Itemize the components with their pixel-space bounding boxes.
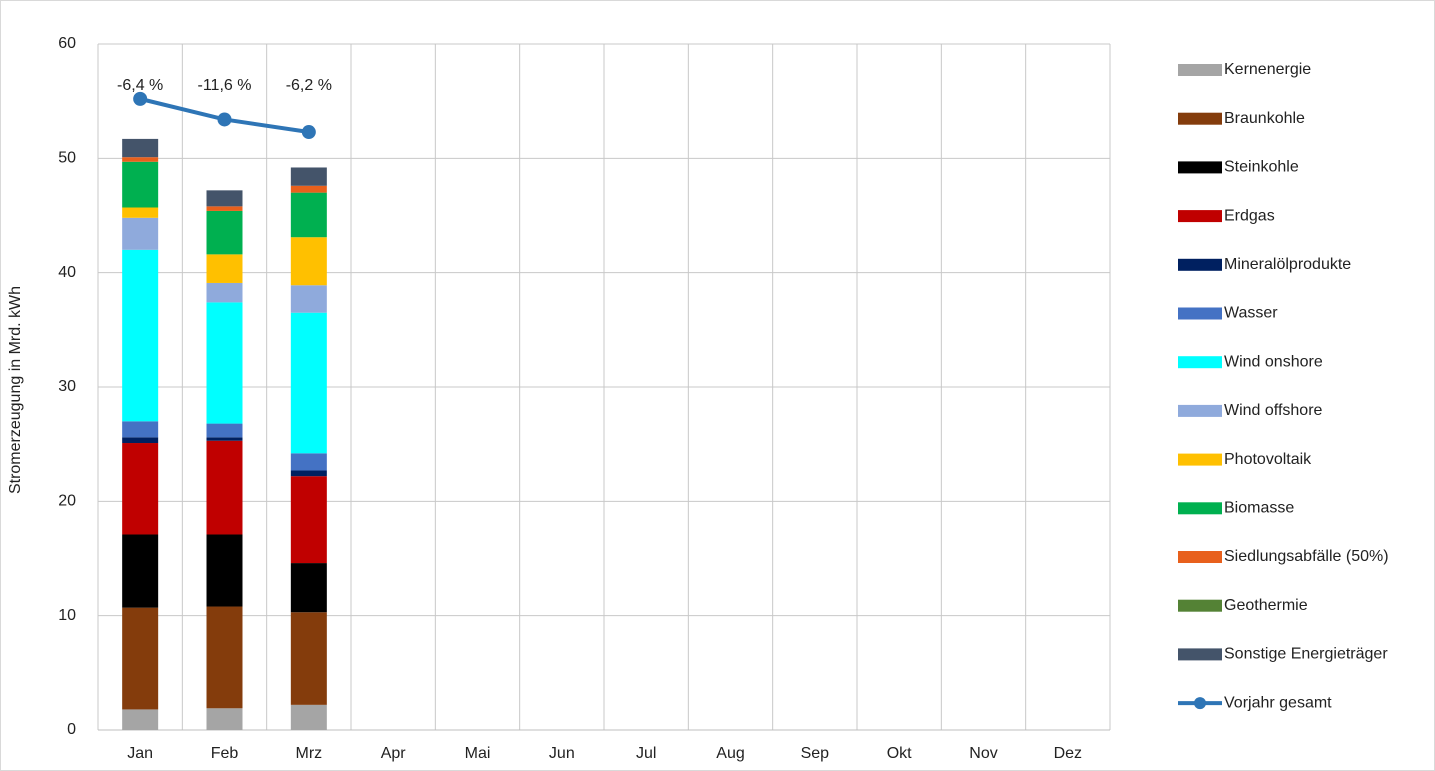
x-tick-label: Mrz — [296, 745, 323, 762]
line-point — [133, 91, 148, 106]
bar-segment — [206, 206, 243, 211]
y-tick-label: 60 — [58, 35, 76, 52]
bar-segment — [206, 282, 243, 303]
legend-label: Braunkohle — [1224, 110, 1305, 127]
bar-segment — [290, 192, 327, 238]
legend-label: Geothermie — [1224, 597, 1308, 614]
legend-label: Wasser — [1224, 305, 1278, 322]
x-tick-label: Aug — [716, 745, 744, 762]
bar-segment — [206, 437, 243, 441]
bar-segment — [290, 704, 327, 730]
bar-segment — [206, 302, 243, 424]
legend-swatch — [1178, 307, 1222, 320]
bar-segment — [290, 237, 327, 286]
change-label: -6,4 % — [117, 77, 163, 94]
legend-label: Photovoltaik — [1224, 451, 1312, 468]
bar-segment — [206, 708, 243, 730]
legend-label: Sonstige Energieträger — [1224, 646, 1388, 663]
legend-swatch — [1178, 404, 1222, 417]
change-label: -11,6 % — [198, 77, 252, 94]
legend-swatch — [1178, 356, 1222, 369]
legend-swatch — [1178, 161, 1222, 174]
line-point — [301, 125, 316, 140]
bar-segment — [290, 470, 327, 477]
bar-segment — [206, 440, 243, 535]
y-tick-label: 30 — [58, 378, 76, 395]
change-label: -6,2 % — [286, 77, 332, 94]
bar-segment — [122, 534, 159, 608]
y-tick-label: 20 — [58, 493, 76, 510]
y-tick-label: 0 — [67, 721, 76, 738]
x-tick-label: Jun — [549, 745, 575, 762]
legend-label: Erdgas — [1224, 207, 1275, 224]
bar-segment — [122, 437, 159, 444]
bar-segment — [122, 607, 159, 710]
bar-segment — [122, 157, 159, 162]
legend-swatch — [1178, 210, 1222, 223]
legend-label: Wind offshore — [1224, 402, 1323, 419]
x-tick-label: Jul — [636, 745, 656, 762]
x-tick-label: Okt — [887, 745, 912, 762]
x-tick-label: Sep — [801, 745, 830, 762]
legend-label: Vorjahr gesamt — [1224, 694, 1332, 711]
legend-swatch — [1178, 502, 1222, 515]
bar-segment — [122, 709, 159, 730]
bar-segment — [290, 563, 327, 613]
bar-segment — [206, 254, 243, 283]
legend-label: Steinkohle — [1224, 159, 1299, 176]
y-axis-label: Stromerzeugung in Mrd. kWh — [7, 286, 24, 494]
bar-segment — [122, 421, 159, 438]
bar-segment — [122, 217, 159, 250]
bar-segment — [290, 185, 327, 193]
line-point — [217, 112, 232, 127]
bar-segment — [122, 443, 159, 535]
legend-swatch — [1178, 112, 1222, 125]
legend-swatch — [1178, 258, 1222, 271]
x-tick-label: Dez — [1054, 745, 1082, 762]
legend-label: Mineralölprodukte — [1224, 256, 1351, 273]
bar-segment — [122, 161, 159, 208]
x-tick-label: Jan — [127, 745, 153, 762]
x-tick-label: Apr — [381, 745, 407, 762]
legend-marker — [1194, 697, 1206, 710]
legend-swatch — [1178, 64, 1222, 76]
legend-label: Wind onshore — [1224, 353, 1323, 370]
legend-swatch — [1178, 551, 1222, 563]
bar-segment — [206, 606, 243, 709]
bar-segment — [206, 210, 243, 255]
y-tick-label: 40 — [58, 264, 76, 281]
bar-segment — [122, 138, 159, 158]
bar-segment — [290, 476, 327, 564]
bar-segment — [206, 534, 243, 607]
bar-segment — [290, 312, 327, 454]
bar-segment — [290, 612, 327, 705]
legend-swatch — [1178, 599, 1222, 612]
legend-label: Biomasse — [1224, 500, 1294, 517]
bar-segment — [206, 190, 243, 207]
bar-segment — [206, 423, 243, 438]
bar-segment — [290, 167, 327, 186]
bar-segment — [122, 249, 159, 422]
y-tick-label: 50 — [58, 150, 76, 167]
legend-label: Siedlungsabfälle (50%) — [1224, 548, 1389, 565]
y-tick-label: 10 — [58, 607, 76, 624]
x-tick-label: Nov — [969, 745, 997, 762]
bar-segment — [290, 285, 327, 313]
legend-swatch — [1178, 648, 1222, 661]
legend-swatch — [1178, 453, 1222, 466]
bar-segment — [122, 207, 159, 218]
x-tick-label: Feb — [211, 745, 239, 762]
legend-label: Kernenergie — [1224, 61, 1311, 78]
bar-segment — [290, 453, 327, 471]
x-tick-label: Mai — [465, 745, 491, 762]
